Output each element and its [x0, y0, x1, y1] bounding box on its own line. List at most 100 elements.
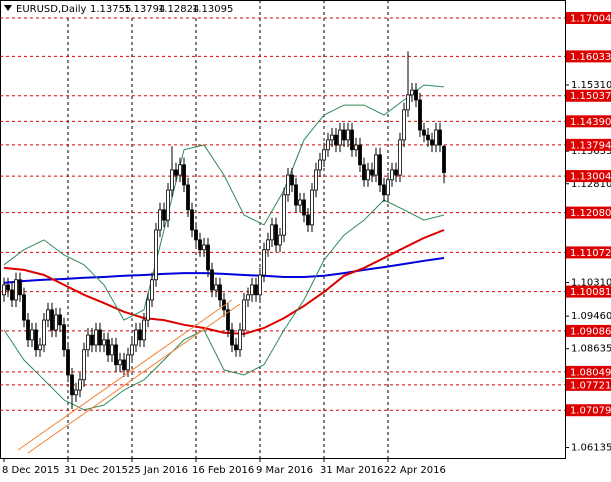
candle-body [406, 94, 410, 111]
candle-body [438, 129, 442, 146]
candle-body [138, 329, 142, 341]
candle-body [274, 224, 278, 246]
level-box [566, 138, 611, 151]
level-label: 1.12080 [570, 208, 611, 219]
candle-body [358, 144, 362, 166]
level-box [566, 324, 611, 337]
candle-body [322, 149, 326, 161]
candle-body [254, 284, 258, 296]
candle-body [126, 354, 130, 371]
candle-body [194, 229, 198, 241]
x-tick-label: 31 Mar 2016 [320, 465, 383, 476]
candle-body [262, 249, 266, 276]
header-close: 1.13095 [192, 4, 233, 15]
candle-body [2, 284, 6, 296]
candle-body [50, 309, 54, 331]
y-tick-label: 1.10310 [571, 278, 611, 289]
candle-body [282, 194, 286, 236]
candle-body [10, 289, 14, 301]
candle-body [146, 299, 150, 321]
candle-body [102, 339, 106, 346]
indicator-line [3, 199, 445, 411]
candle-body [298, 199, 302, 206]
candle-body [354, 144, 358, 151]
level-label: 1.17004 [570, 14, 611, 25]
chart-title: EURUSD,Daily [16, 4, 87, 15]
x-tick-label: 9 Mar 2016 [256, 465, 313, 476]
candle-body [182, 164, 186, 186]
level-box [566, 50, 611, 63]
level-label: 1.07079 [570, 406, 611, 417]
candle-body [198, 239, 202, 251]
level-label: 1.09086 [570, 326, 611, 337]
candle-body [66, 349, 70, 376]
level-box [566, 89, 611, 102]
candle-body [214, 284, 218, 291]
trend-line [27, 303, 241, 454]
y-tick-label: 1.13635 [571, 146, 611, 157]
trend-line [17, 299, 233, 451]
candle-body [398, 139, 402, 176]
level-label: 1.11072 [570, 248, 611, 259]
candle-body [306, 214, 310, 226]
candle-body [374, 154, 378, 176]
level-box [566, 12, 611, 25]
level-box [566, 206, 611, 219]
candle-body [134, 329, 138, 346]
candle-body [6, 284, 10, 291]
header-icon [4, 5, 12, 11]
level-label: 1.10081 [570, 287, 611, 298]
candle-body [74, 389, 78, 396]
candle-body [426, 134, 430, 141]
candle-body [202, 244, 206, 251]
candle-body [58, 314, 62, 326]
candle-body [26, 319, 30, 341]
level-box [566, 285, 611, 298]
x-tick-label: 16 Feb 2016 [192, 465, 254, 476]
candle-body [210, 269, 214, 291]
level-box [566, 170, 611, 183]
candle-body [330, 134, 334, 141]
x-tick-label: 22 Apr 2016 [384, 465, 446, 476]
candle-body [54, 314, 58, 331]
candle-body [166, 189, 170, 221]
candle-body [238, 329, 242, 351]
y-tick-label: 1.09460 [571, 311, 611, 322]
candle-body [34, 329, 38, 351]
candle-body [174, 169, 178, 176]
candle-body [106, 339, 110, 356]
candle-body [86, 334, 90, 351]
level-label: 1.14390 [570, 117, 611, 128]
y-tick-label: 1.06135 [571, 443, 611, 454]
marks [2, 51, 446, 411]
level-label: 1.13794 [570, 140, 611, 151]
level-label: 1.07721 [570, 380, 611, 391]
candle-body [158, 209, 162, 231]
candle-body [206, 244, 210, 271]
level-box [566, 246, 611, 259]
candle-body [390, 169, 394, 181]
candle-body [410, 89, 414, 96]
candle-body [242, 299, 246, 331]
level-box [566, 404, 611, 417]
candle-body [370, 169, 374, 176]
candle-body [342, 129, 346, 141]
candle-body [30, 329, 34, 341]
y-tick-label: 1.12810 [571, 179, 611, 190]
x-tick-label: 25 Jan 2016 [128, 465, 188, 476]
candle-body [46, 309, 50, 321]
candle-body [150, 279, 154, 301]
candle-body [290, 174, 294, 186]
candle-body [234, 344, 238, 351]
candle-body [110, 344, 114, 356]
candle-body [258, 274, 262, 296]
y-tick-label: 1.15310 [571, 80, 611, 91]
candle-body [190, 209, 194, 231]
x-tick-label: 31 Dec 2015 [64, 465, 128, 476]
candle-body [338, 129, 342, 146]
level-label: 1.15037 [570, 91, 611, 102]
candle-body [218, 284, 222, 301]
candle-body [186, 184, 190, 211]
